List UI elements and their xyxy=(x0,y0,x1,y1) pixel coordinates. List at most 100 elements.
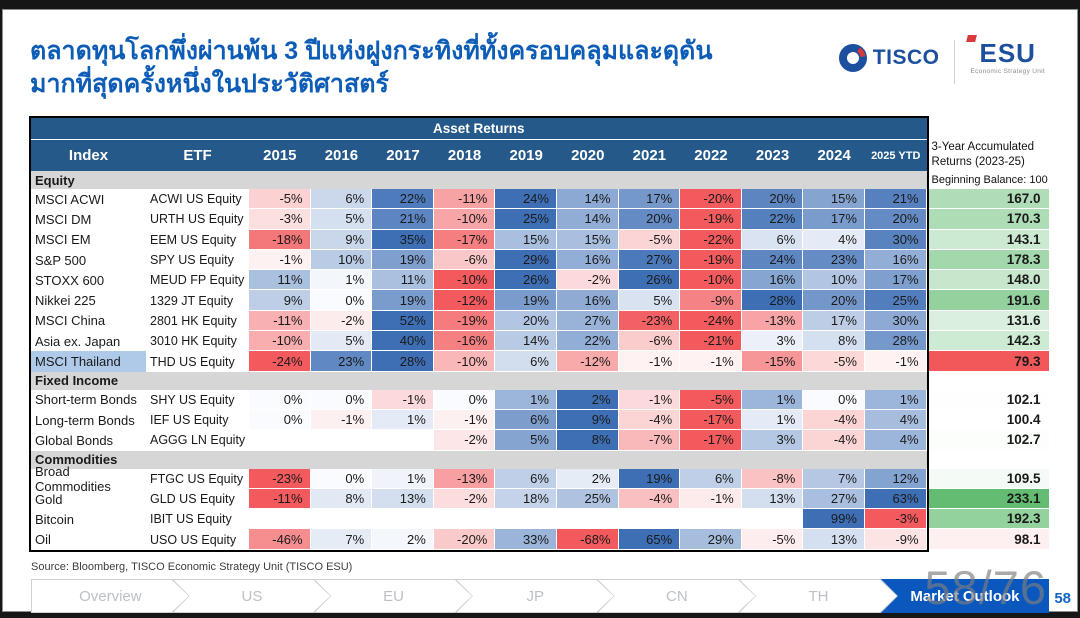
index-cell: Gold xyxy=(35,491,63,507)
beginning-balance-note: Beginning Balance: 100 xyxy=(931,174,1048,186)
value-cell-2024: 27% xyxy=(803,488,865,510)
value-cell-2019: 25% xyxy=(495,209,557,230)
nav-segment-label: EU xyxy=(383,587,405,605)
accum-value-cell: 109.5 xyxy=(926,468,1049,489)
value-cell-2024: 13% xyxy=(803,529,865,550)
value-cell-2018: -19% xyxy=(433,310,496,332)
value-cell-2025-YTD: 20% xyxy=(864,209,927,230)
value-cell-2022: -1% xyxy=(680,351,742,372)
value-cell-2016: 5% xyxy=(310,209,373,230)
etf-cell: URTH US Equity xyxy=(150,212,244,227)
value-cell-2015: -3% xyxy=(249,209,311,230)
value-cell-2017: 19% xyxy=(372,249,434,271)
column-header-2025-ytd: 2025 YTD xyxy=(864,140,927,171)
value-cell-2023 xyxy=(741,509,804,530)
value-cell-2019: 15% xyxy=(495,229,557,250)
value-cell-2025-YTD: 30% xyxy=(864,310,927,332)
accum-spacer xyxy=(927,372,1049,390)
value-cell-2020: 2% xyxy=(556,468,619,489)
accum-value-cell: 100.4 xyxy=(926,409,1049,431)
nav-segment-eu[interactable]: EU xyxy=(314,579,473,613)
value-cell-2021: 5% xyxy=(618,290,681,311)
nav-segment-market-outlook[interactable]: Market Outlook xyxy=(880,579,1049,613)
value-cell-2019: 20% xyxy=(495,310,557,332)
value-cell-2021: -6% xyxy=(618,331,681,352)
logo-area: TISCO ESU Economic Strategy Unit xyxy=(838,35,1045,84)
value-cell-2019: 6% xyxy=(495,409,557,431)
nav-segment-jp[interactable]: JP xyxy=(456,579,615,613)
value-cell-2024: 15% xyxy=(803,189,865,210)
nav-segment-fill xyxy=(32,580,189,612)
value-cell-2025-YTD: 4% xyxy=(864,430,927,451)
column-header-etf: ETF xyxy=(146,140,249,171)
tisco-logo: TISCO xyxy=(838,43,940,73)
nav-segment-us[interactable]: US xyxy=(173,579,332,613)
value-cell-2021: -7% xyxy=(618,430,681,451)
value-cell-2017: 19% xyxy=(372,290,434,311)
value-cell-2025-YTD: 12% xyxy=(864,468,927,489)
column-header-2021: 2021 xyxy=(618,140,681,171)
value-cell-2023: 13% xyxy=(741,488,804,510)
value-cell-2020: -12% xyxy=(556,351,619,372)
section-header-commodities: Commodities xyxy=(31,450,927,469)
value-cell-2021: 26% xyxy=(618,270,681,291)
value-cell-2015: -46% xyxy=(249,529,311,550)
value-cell-2016: 1% xyxy=(310,270,373,291)
nav-segment-overview[interactable]: Overview xyxy=(31,579,190,613)
value-cell-2019: 26% xyxy=(495,270,557,291)
column-header-2024: 2024 xyxy=(803,140,865,171)
value-cell-2015: 0% xyxy=(249,409,311,431)
value-cell-2016 xyxy=(310,430,373,451)
accum-value-cell: 131.6 xyxy=(926,310,1049,332)
column-header-2017: 2017 xyxy=(372,140,434,171)
value-cell-2015: -5% xyxy=(249,189,311,210)
value-cell-2016: -2% xyxy=(310,310,373,332)
value-cell-2015: -23% xyxy=(249,468,311,489)
value-cell-2019 xyxy=(495,509,557,530)
value-cell-2018: -13% xyxy=(433,468,496,489)
nav-segment-th[interactable]: TH xyxy=(739,579,898,613)
value-cell-2021: 20% xyxy=(618,209,681,230)
value-cell-2022: -10% xyxy=(680,270,742,291)
asset-returns-table: Asset Returns 3-Year Accumulated Returns (… xyxy=(29,116,1049,552)
value-cell-2024: 0% xyxy=(803,389,865,410)
nav-segment-shape xyxy=(880,579,1049,613)
etf-cell: 3010 HK Equity xyxy=(150,334,237,349)
value-cell-2015: -1% xyxy=(249,249,311,271)
value-cell-2017: 21% xyxy=(372,209,434,230)
value-cell-2019: 33% xyxy=(495,529,557,550)
value-cell-2019: 24% xyxy=(495,189,557,210)
nav-segment-cn[interactable]: CN xyxy=(598,579,757,613)
nav-segment-label: Overview xyxy=(79,587,142,605)
accum-value-cell: 233.1 xyxy=(926,488,1049,510)
value-cell-2015: -24% xyxy=(249,351,311,372)
value-cell-2024: 4% xyxy=(803,229,865,250)
value-cell-2019: 18% xyxy=(495,488,557,510)
value-cell-2024: 8% xyxy=(803,331,865,352)
index-cell: MSCI ACWI xyxy=(35,191,105,207)
value-cell-2017: 1% xyxy=(372,409,434,431)
column-header-2023: 2023 xyxy=(741,140,804,171)
value-cell-2018 xyxy=(433,509,496,530)
tisco-wordmark: TISCO xyxy=(872,46,940,69)
value-cell-2024: 23% xyxy=(803,249,865,271)
value-cell-2022: -22% xyxy=(680,229,742,250)
value-cell-2023: -8% xyxy=(741,468,804,489)
nav-segment-label: CN xyxy=(666,587,688,605)
value-cell-2020: 14% xyxy=(556,209,619,230)
value-cell-2022: -21% xyxy=(680,331,742,352)
value-cell-2021: 27% xyxy=(618,249,681,271)
value-cell-2020: 14% xyxy=(556,189,619,210)
value-cell-2016: 10% xyxy=(310,249,373,271)
value-cell-2021: -5% xyxy=(618,229,681,250)
value-cell-2017: 2% xyxy=(372,529,434,550)
etf-cell: ACWI US Equity xyxy=(150,192,242,207)
etf-cell: AGGG LN Equity xyxy=(150,433,246,448)
value-cell-2019: 29% xyxy=(495,249,557,271)
value-cell-2023: 1% xyxy=(741,389,804,410)
value-cell-2024: -4% xyxy=(803,409,865,431)
value-cell-2017: 40% xyxy=(372,331,434,352)
value-cell-2019: 6% xyxy=(495,351,557,372)
index-cell: Broad Commodities xyxy=(35,463,111,494)
esu-wordmark: ESU xyxy=(979,38,1036,68)
